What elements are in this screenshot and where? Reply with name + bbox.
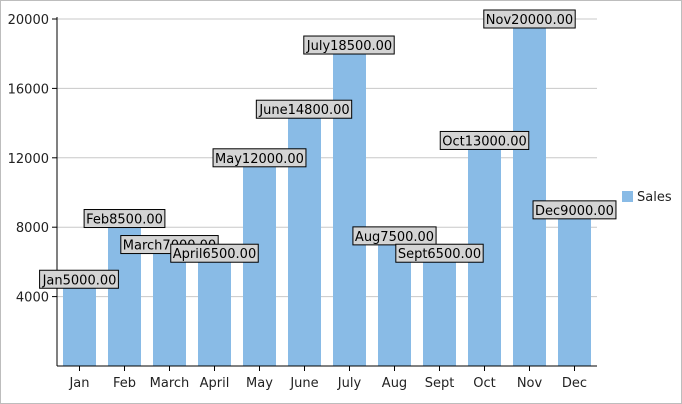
data-label: April6500.00: [170, 243, 259, 263]
y-tick-label: 8000: [16, 221, 49, 236]
data-label: July18500.00: [303, 35, 395, 55]
legend: Sales: [622, 190, 672, 205]
data-label-text: July18500.00: [306, 39, 392, 54]
data-label-text: Aug7500.00: [355, 230, 434, 245]
bar-nov: [513, 19, 546, 366]
data-label-box: [212, 148, 307, 168]
data-label: Oct13000.00: [439, 130, 530, 150]
data-label-box: [483, 9, 576, 29]
data-label-box: [170, 243, 259, 263]
data-label-text: May12000.00: [215, 152, 304, 167]
legend-item-sales: Sales: [622, 190, 672, 205]
data-label: Aug7500.00: [352, 226, 437, 246]
x-tick-label: Dec: [562, 376, 587, 391]
data-label: Dec9000.00: [532, 200, 617, 220]
bar-march: [153, 244, 186, 366]
axes: 4000 8000 12000 16000 20000 Jan Feb March April M…: [8, 13, 597, 391]
x-tick-label: July: [337, 376, 362, 391]
data-label: Feb8500.00: [83, 209, 166, 229]
data-label-box: [255, 99, 353, 119]
bars: [63, 19, 591, 367]
bar-july: [333, 45, 366, 367]
data-label: June14800.00: [255, 99, 353, 119]
data-labels: Jan5000.00Feb8500.00March7000.00April650…: [39, 9, 617, 289]
data-label-box: [352, 226, 437, 246]
x-tick-label: Sept: [425, 376, 455, 391]
data-label: Jan5000.00: [39, 269, 119, 289]
x-tick-label: Jan: [68, 376, 89, 391]
data-label: May12000.00: [212, 148, 307, 168]
data-label-box: [303, 35, 395, 55]
data-label-text: Sept6500.00: [398, 247, 481, 262]
x-tick-label: Feb: [113, 376, 136, 391]
y-tick-label: 16000: [8, 82, 49, 97]
bar-sept: [423, 253, 456, 366]
y-tick-label: 12000: [8, 152, 49, 167]
data-label-text: June14800.00: [258, 103, 349, 118]
data-label-text: Dec9000.00: [535, 204, 614, 219]
legend-swatch: [622, 191, 633, 202]
y-tick-label: 20000: [8, 13, 49, 28]
data-label-text: April6500.00: [173, 247, 256, 262]
legend-label: Sales: [637, 190, 672, 205]
data-label-text: Jan5000.00: [42, 273, 117, 288]
data-label-box: [39, 269, 119, 289]
bar-june: [288, 109, 321, 366]
data-label: Nov20000.00: [483, 9, 576, 29]
bar-dec: [558, 209, 591, 366]
x-tick-label: Oct: [473, 376, 495, 391]
bar-april: [198, 253, 231, 366]
bar-jan: [63, 279, 96, 366]
x-tick-label: Aug: [382, 376, 407, 391]
data-label-text: Feb8500.00: [86, 213, 163, 228]
x-tick-label: March: [150, 376, 190, 391]
x-tick-label: April: [200, 376, 230, 391]
data-label-text: Oct13000.00: [442, 134, 527, 149]
data-label-box: [83, 209, 166, 229]
data-label-box: [532, 200, 617, 220]
x-tick-label: May: [246, 376, 273, 391]
x-tick-label: June: [289, 376, 318, 391]
y-tick-label: 4000: [16, 291, 49, 306]
data-label-text: Nov20000.00: [486, 13, 573, 28]
data-label-box: [439, 130, 530, 150]
data-label-box: [395, 243, 484, 263]
x-tick-label: Nov: [517, 376, 543, 391]
data-label: Sept6500.00: [395, 243, 484, 263]
